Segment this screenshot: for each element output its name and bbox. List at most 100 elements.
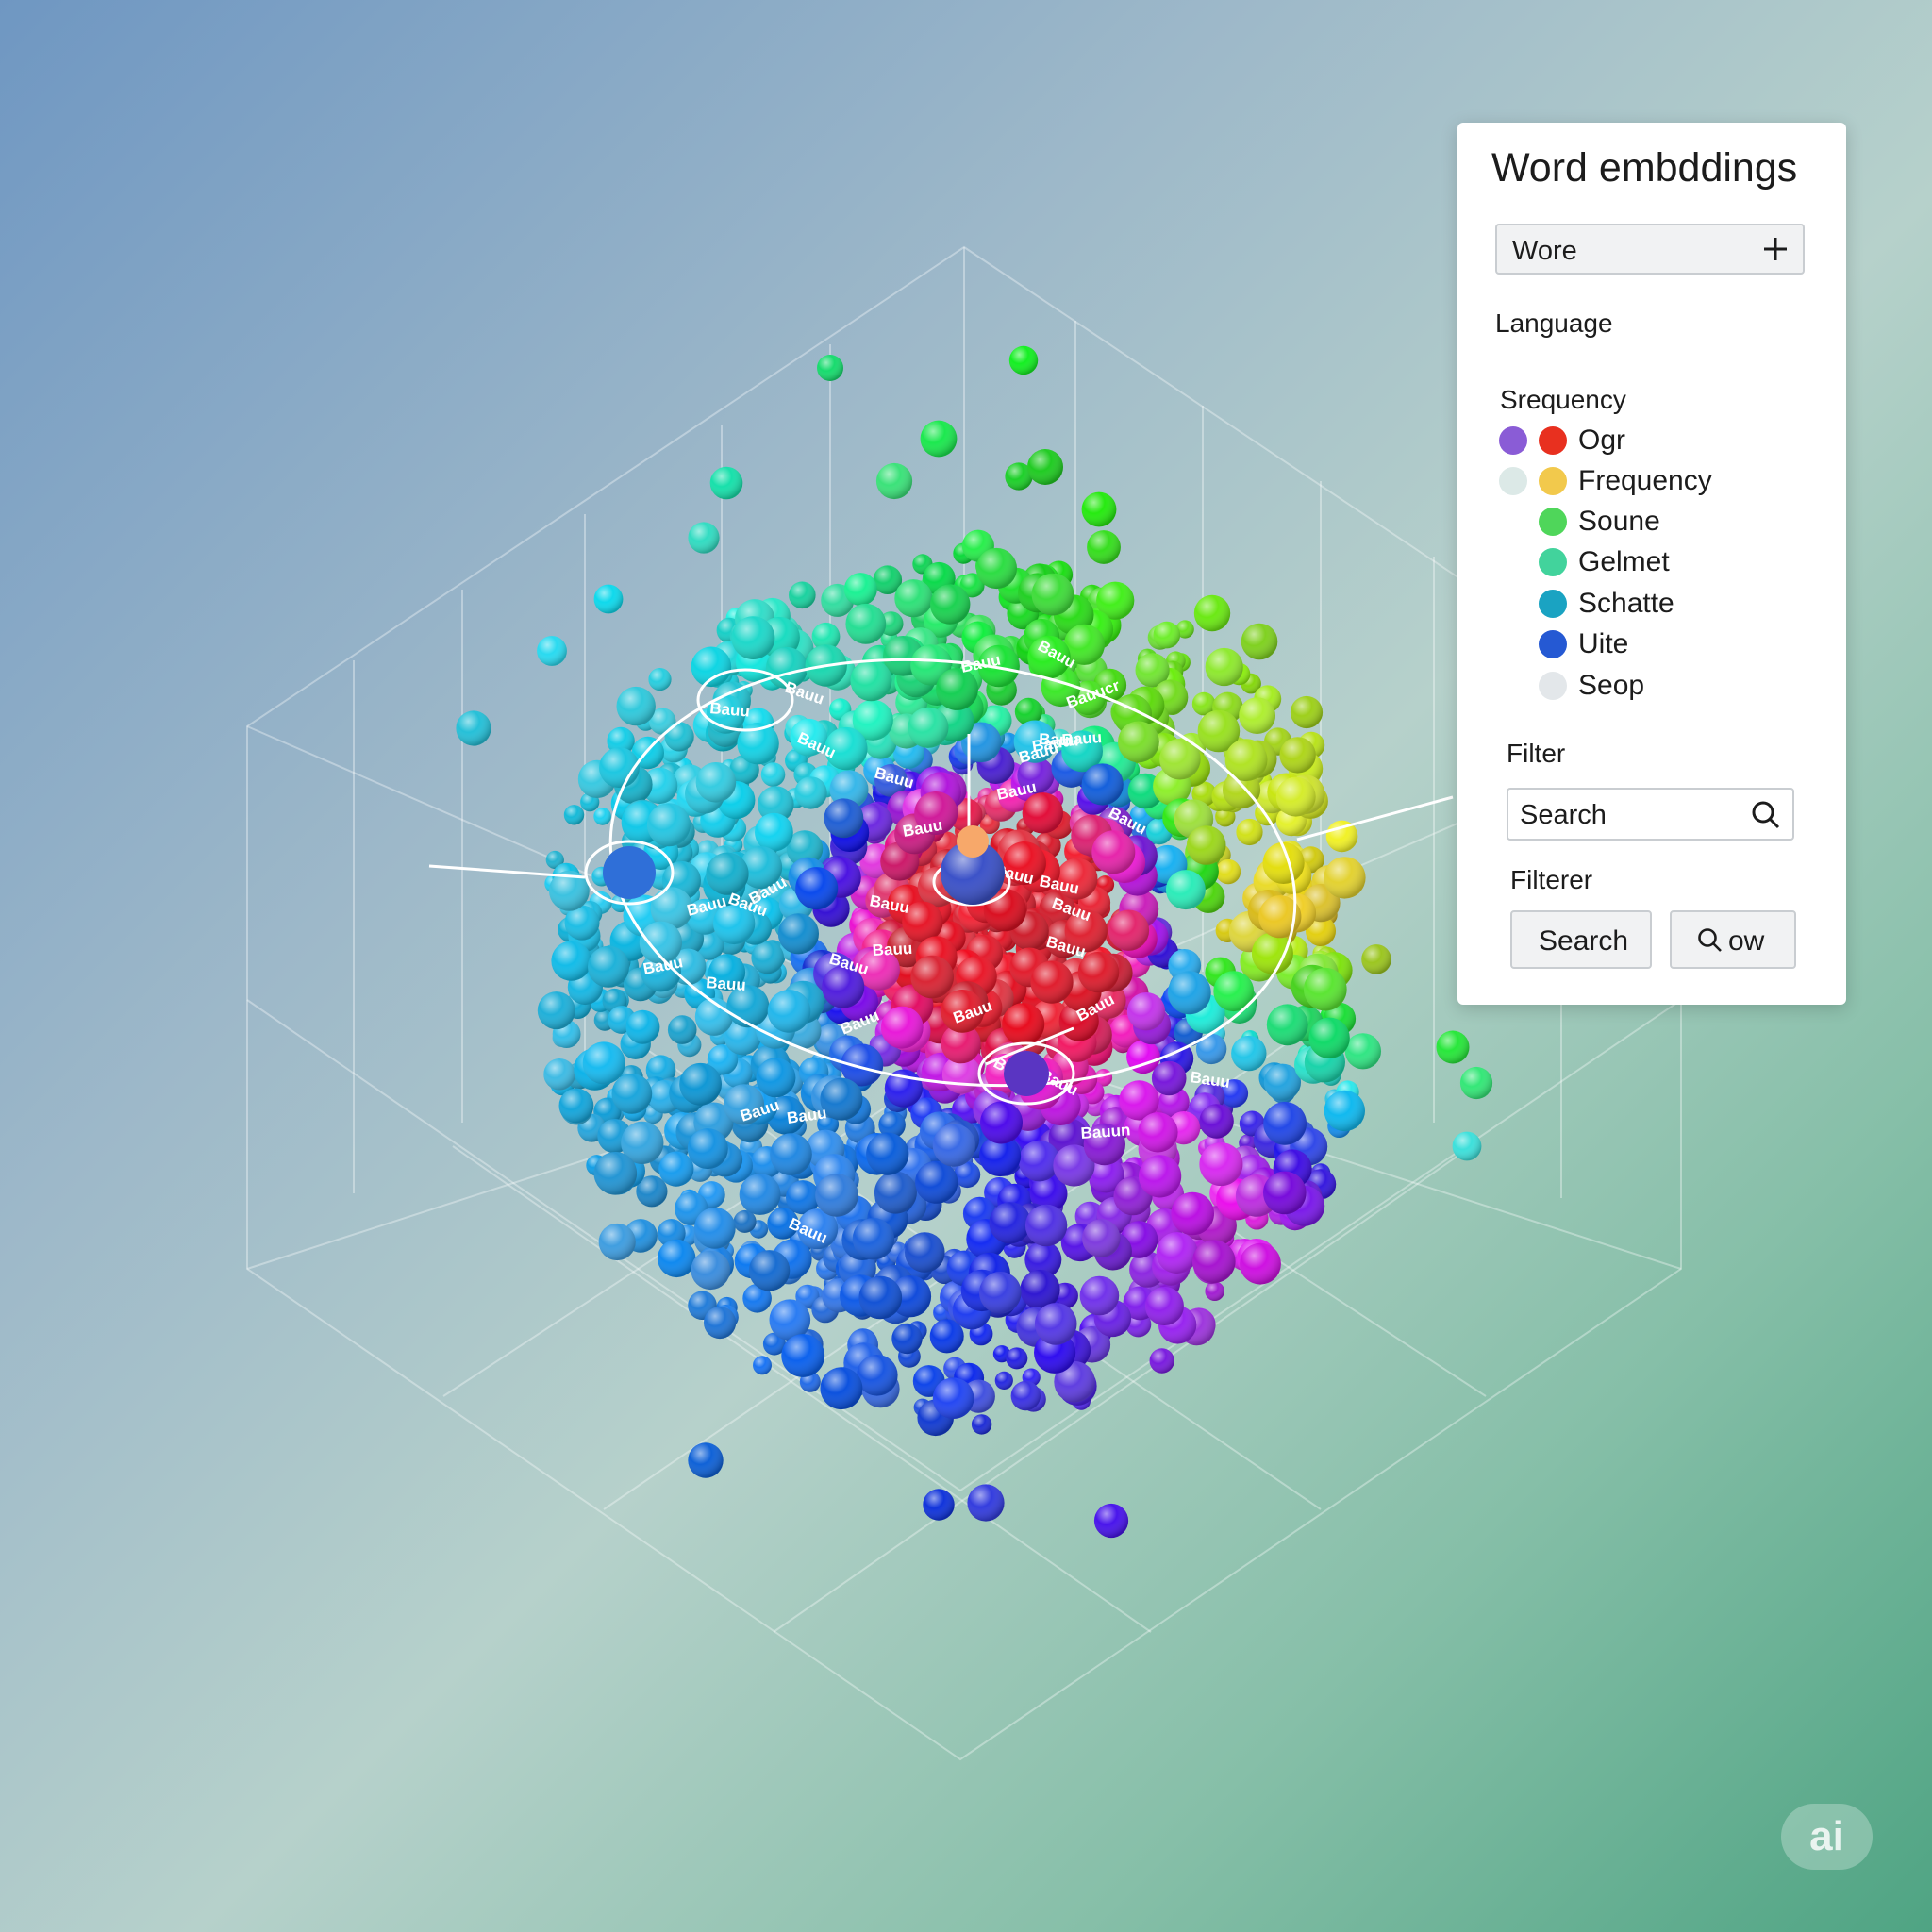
embedding-point-shading: [658, 1151, 694, 1187]
embedding-point-shading: [852, 699, 893, 741]
embedding-point-shading: [843, 573, 877, 607]
embedding-point-shading: [708, 954, 746, 991]
legend-item[interactable]: Seop: [1499, 670, 1810, 704]
query-button[interactable]: ow: [1670, 910, 1796, 969]
legend-swatch: [1539, 672, 1567, 700]
word-label: Bauu: [709, 699, 751, 721]
embedding-point-shading: [1149, 1348, 1174, 1374]
embedding-point-shading: [695, 762, 737, 803]
embedding-point-shading: [611, 1074, 653, 1114]
embedding-point-shading: [786, 1180, 821, 1215]
embedding-point-shading: [1020, 1269, 1060, 1310]
embedding-point-shading: [1126, 992, 1166, 1031]
word-dropdown-value: Wore: [1512, 236, 1577, 266]
embedding-point-shading: [648, 668, 672, 691]
embedding-point-shading: [902, 901, 943, 942]
embedding-point-shading: [841, 1043, 884, 1087]
search-button[interactable]: Search: [1510, 910, 1652, 969]
legend-swatch: [1499, 467, 1527, 495]
embedding-point-shading: [1027, 635, 1071, 679]
embedding-point-shading: [1324, 857, 1366, 899]
legend-item[interactable]: Uite: [1499, 628, 1810, 662]
embedding-point-shading: [794, 776, 827, 809]
embedding-point-shading: [932, 1377, 974, 1419]
legend-item[interactable]: Soune: [1499, 506, 1810, 540]
embedding-point-shading: [753, 1356, 772, 1375]
embedding-point-shading: [1054, 1361, 1095, 1403]
embedding-point-shading: [691, 1250, 730, 1291]
embedding-point-shading: [1263, 1102, 1307, 1145]
word-label: Bauu: [1061, 728, 1103, 749]
embedding-point-shading: [650, 887, 693, 930]
embedding-point-shading: [713, 902, 756, 945]
search-icon[interactable]: [1751, 800, 1781, 830]
search-button-label: Search: [1539, 925, 1629, 957]
embedding-point-shading: [1452, 1131, 1482, 1161]
legend-item[interactable]: Gelmet: [1499, 546, 1810, 580]
embedding-point-shading: [1017, 757, 1055, 794]
embedding-point-shading: [737, 723, 779, 765]
embedding-point-shading: [1167, 971, 1211, 1015]
embedding-points[interactable]: [456, 345, 1493, 1539]
embedding-point-shading: [1191, 691, 1216, 716]
embedding-point-shading: [891, 1323, 923, 1355]
embedding-point-shading: [874, 764, 908, 797]
embedding-point-shading: [1002, 841, 1046, 885]
legend-item[interactable]: Ogr: [1499, 425, 1810, 458]
embedding-point-shading: [915, 1160, 958, 1204]
embedding-point-shading: [1063, 624, 1105, 665]
embedding-point-shading: [1079, 1275, 1120, 1316]
embedding-point-shading: [731, 616, 775, 659]
legend-swatch: [1539, 548, 1567, 576]
embedding-point-shading: [866, 1132, 909, 1175]
language-label: Language: [1495, 308, 1613, 338]
embedding-point-shading: [1031, 573, 1074, 616]
embedding-point-shading: [739, 1174, 781, 1215]
legend-label: Ogr: [1578, 425, 1626, 456]
embedding-point-shading: [1236, 818, 1263, 846]
embedding-point-shading: [537, 991, 575, 1030]
embedding-point-shading: [704, 1306, 737, 1340]
panel-title: Word embddings: [1491, 145, 1798, 191]
embedding-point-shading: [920, 420, 958, 458]
embedding-point-shading: [777, 913, 820, 955]
embedding-point-shading: [989, 1202, 1031, 1244]
focus-point[interactable]: [603, 825, 1049, 1096]
embedding-point-shading: [874, 1171, 917, 1214]
embedding-point-shading: [1027, 449, 1063, 485]
word-dropdown[interactable]: Wore: [1495, 224, 1805, 275]
embedding-point-shading: [641, 951, 681, 992]
embedding-point-shading: [1205, 647, 1243, 687]
legend-label: Gelmet: [1578, 546, 1670, 577]
embedding-point-shading: [1093, 1503, 1129, 1539]
embedding-point-shading: [1262, 841, 1305, 885]
embedding-point-shading: [1126, 1040, 1160, 1074]
embedding-point-shading: [1024, 1204, 1068, 1247]
embedding-point-shading: [795, 1284, 820, 1308]
embedding-point-shading: [820, 1077, 863, 1121]
search-field[interactable]: [1507, 788, 1794, 841]
legend-item[interactable]: Schatte: [1499, 588, 1810, 622]
search-input[interactable]: [1518, 795, 1748, 835]
embedding-point-shading: [1013, 720, 1057, 763]
embedding-point-shading: [1324, 1090, 1366, 1132]
plus-icon[interactable]: [1761, 235, 1790, 263]
word-label: Bauu: [872, 940, 912, 959]
cluster-ellipse: [608, 658, 1297, 1088]
embedding-point-shading: [994, 1371, 1013, 1390]
embedding-point-shading: [1192, 1240, 1236, 1283]
embedding-point-shading: [724, 1018, 761, 1056]
embedding-point-shading: [1077, 951, 1120, 993]
embedding-point-shading: [960, 722, 1002, 763]
embedding-point-shading: [786, 830, 824, 867]
embedding-point-shading: [1118, 721, 1159, 763]
legend-item[interactable]: Frequency: [1499, 465, 1810, 499]
embedding-point-shading: [910, 955, 954, 999]
legend-label: Seop: [1578, 670, 1645, 701]
embedding-point-shading: [817, 355, 843, 381]
embedding-point-shading: [790, 718, 828, 757]
word-label: Bauun: [1080, 1121, 1131, 1142]
embedding-point-shading: [1344, 1033, 1381, 1070]
embedding-point-shading: [1024, 1241, 1062, 1278]
